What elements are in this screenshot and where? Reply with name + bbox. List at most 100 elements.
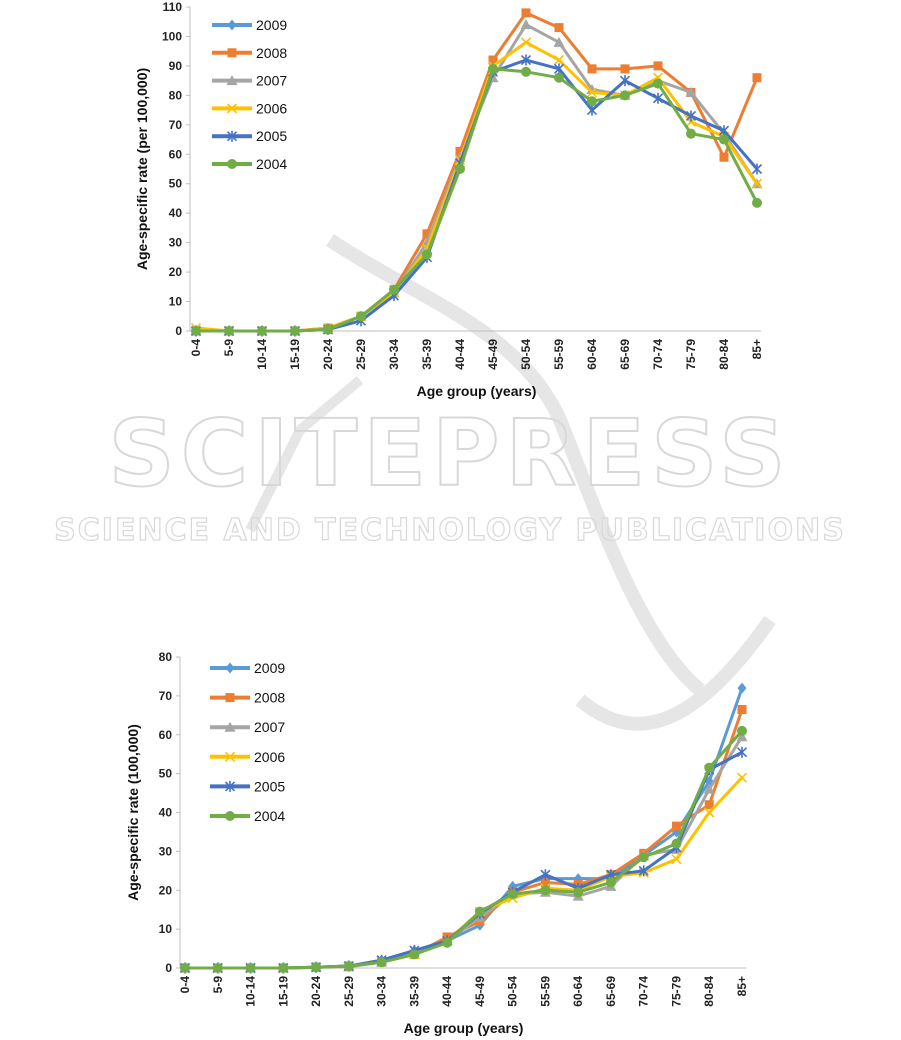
x-tick-label: 15-19 <box>276 976 290 1007</box>
legend-marker <box>227 19 237 31</box>
data-point-2004 <box>474 906 485 917</box>
y-tick-label: 50 <box>169 177 183 191</box>
data-point-2006 <box>736 772 748 783</box>
data-point-2004 <box>224 326 234 336</box>
x-tick-label: 55-59 <box>552 339 566 370</box>
data-point-2005 <box>718 125 730 137</box>
data-point-2005 <box>619 75 631 87</box>
chart-top: 0 10 20 30 40 50 60 70 80 90 100 110 0-4 5-9 10-14 15-1… <box>134 0 764 399</box>
legend-marker <box>224 780 236 792</box>
x-tick-label: 85+ <box>750 339 764 359</box>
data-point-2004 <box>191 326 201 336</box>
series-line-2004 <box>196 67 759 333</box>
legend-label: 2008 <box>256 45 287 61</box>
y-tick-label: 50 <box>159 767 173 781</box>
data-point-2004 <box>212 963 223 973</box>
data-point-2008 <box>653 61 663 71</box>
legend-marker <box>225 811 235 821</box>
data-point-2007 <box>736 731 748 742</box>
x-tick-label: 25-29 <box>342 976 356 1007</box>
data-point-2004 <box>442 937 453 948</box>
data-point-2004 <box>638 852 649 863</box>
data-point-2004 <box>356 311 366 322</box>
series-2004 <box>180 725 747 973</box>
x-tick-label: 0-4 <box>189 339 203 357</box>
data-point-2008 <box>719 152 729 162</box>
y-tick-label: 70 <box>159 689 173 703</box>
x-axis-title: Age group (years) <box>417 383 537 399</box>
data-point-2005 <box>540 869 551 881</box>
data-point-2008 <box>554 23 564 33</box>
x-axis-title: Age group (years) <box>404 1020 524 1036</box>
x-tick-label: 40-44 <box>440 976 454 1007</box>
data-point-2006 <box>704 807 715 818</box>
series-line-2004 <box>185 729 744 970</box>
x-tick-label: 50-54 <box>506 976 520 1007</box>
legend-marker <box>227 159 237 169</box>
x-tick-label: 50-54 <box>519 339 533 370</box>
y-tick-label: 40 <box>159 806 173 820</box>
data-point-2004 <box>671 838 682 849</box>
data-point-2004 <box>507 889 518 900</box>
y-tick-label: 80 <box>169 88 183 102</box>
x-tick-label: 65-69 <box>604 976 618 1007</box>
x-tick-label: 75-79 <box>669 976 683 1007</box>
data-point-2005 <box>638 865 649 877</box>
data-point-2004 <box>653 78 663 89</box>
data-point-2004 <box>540 885 551 896</box>
data-point-2004 <box>605 877 616 888</box>
data-point-2004 <box>290 326 300 336</box>
x-tick-label: 60-64 <box>585 339 599 370</box>
series-2006 <box>179 772 748 974</box>
x-tick-label: 25-29 <box>354 339 368 370</box>
data-point-2007 <box>553 36 565 47</box>
data-point-2006 <box>671 854 682 865</box>
data-point-2008 <box>540 877 550 887</box>
data-point-2004 <box>343 961 354 972</box>
legend-item-2009: 2009 <box>212 17 287 33</box>
watermark: SCITEPRESS SCIENCE AND TECHNOLOGY PUBLIC… <box>54 234 844 731</box>
data-point-2007 <box>703 783 715 794</box>
y-tick-label: 60 <box>169 147 183 161</box>
legend-item-2005: 2005 <box>210 778 285 794</box>
x-tick-label: 75-79 <box>684 339 698 370</box>
x-tick-label: 5-9 <box>211 976 225 994</box>
data-point-2004 <box>573 887 584 898</box>
x-tick-label: 60-64 <box>571 976 585 1007</box>
y-tick-label: 80 <box>159 650 173 664</box>
legend-item-2009: 2009 <box>210 660 285 676</box>
data-point-2008 <box>620 64 630 74</box>
y-tick-label: 40 <box>169 206 183 220</box>
watermark-swoosh <box>326 234 705 696</box>
data-point-2004 <box>737 725 747 736</box>
data-point-2004 <box>257 326 267 336</box>
data-point-2004 <box>311 962 322 973</box>
legend-item-2004: 2004 <box>210 808 285 824</box>
y-tick-label: 30 <box>169 236 183 250</box>
data-point-2004 <box>704 762 715 773</box>
data-point-2006 <box>553 54 565 66</box>
x-tick-label: 35-39 <box>407 976 421 1007</box>
data-point-2004 <box>554 72 564 83</box>
legend-marker <box>225 693 235 703</box>
data-point-2004 <box>455 164 465 174</box>
x-tick-label: 65-69 <box>618 339 632 370</box>
series-2007 <box>179 731 748 973</box>
legend-item-2007: 2007 <box>210 719 285 735</box>
data-point-2006 <box>520 37 532 48</box>
data-point-2008 <box>752 73 762 83</box>
data-point-2007 <box>685 86 697 97</box>
x-tick-label: 70-74 <box>651 339 665 370</box>
data-point-2009 <box>737 682 747 694</box>
x-tick-label: 45-49 <box>486 339 500 370</box>
x-tick-label: 5-9 <box>222 339 236 357</box>
legend-label: 2004 <box>256 156 287 172</box>
x-tick-label: 15-19 <box>288 339 302 370</box>
chart-bottom: 0 10 20 30 40 50 60 70 80 0-4 5-9 10-14 15-19 20-24 25… <box>125 650 749 1036</box>
x-tick-label: 85+ <box>735 976 749 996</box>
watermark-title: SCITEPRESS <box>108 400 791 507</box>
y-tick-label: 30 <box>159 844 173 858</box>
legend-label: 2007 <box>256 73 287 89</box>
x-tick-label: 30-34 <box>387 339 401 370</box>
